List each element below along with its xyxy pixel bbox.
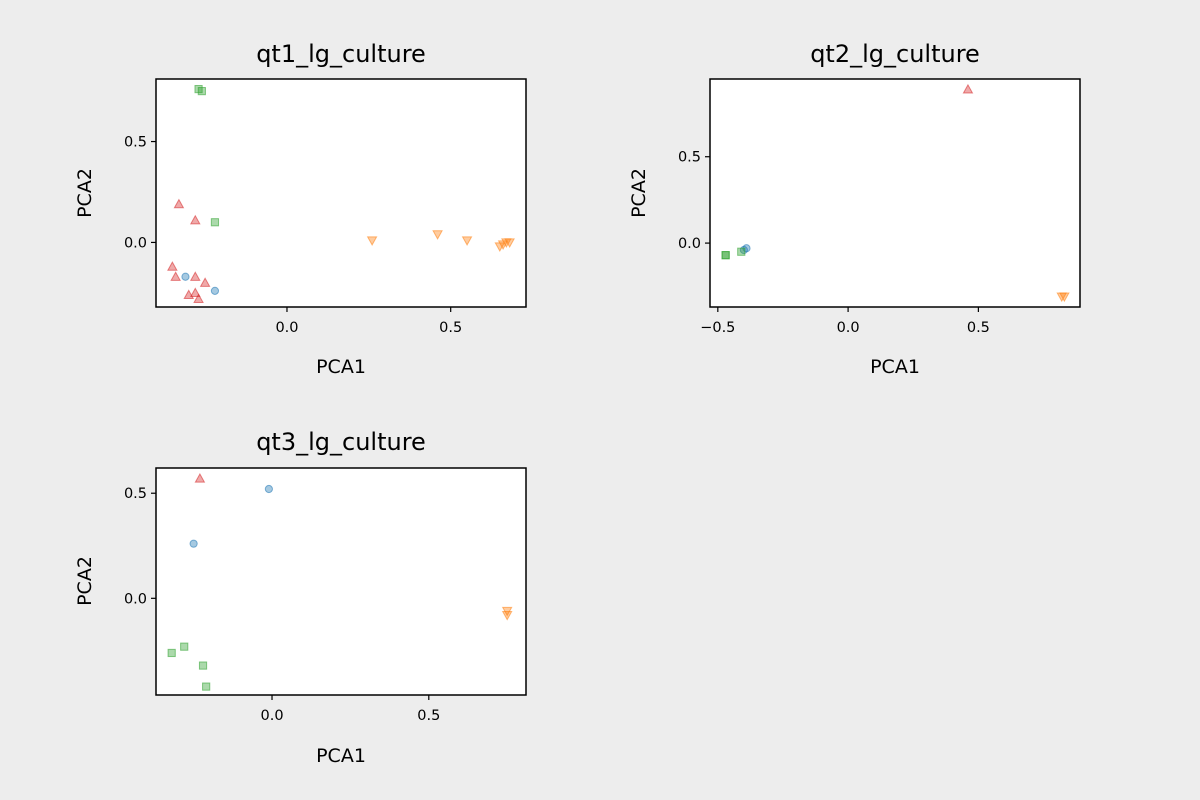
plot-frame — [155, 467, 527, 696]
ticks: 0.0 0.5 0.0 0.5 — [124, 486, 440, 724]
data-point-square-1 — [721, 251, 730, 260]
y-axis-label: PCA2 — [628, 168, 650, 218]
subplot-qt2: −0.5 0.0 0.5 0.0 0.5 qt2_lg_culture PCA1 PCA… — [628, 40, 1081, 378]
plot-frame — [155, 78, 527, 308]
data-point-triangle-up-1 — [189, 214, 201, 225]
y-tick-label: 0.5 — [124, 135, 147, 151]
data-point-triangle-down-1 — [501, 611, 513, 621]
plot-area — [156, 79, 526, 307]
y-tick-label: 0.0 — [124, 235, 147, 251]
data-point-triangle-up-7 — [183, 289, 195, 299]
data-point-triangle-up-0 — [194, 472, 206, 483]
data-point-square-1 — [167, 648, 176, 658]
data-point-circle-0 — [264, 484, 273, 494]
marks — [167, 84, 515, 304]
data-point-square-2 — [737, 247, 746, 256]
data-point-triangle-up-5 — [199, 277, 211, 287]
y-axis-label: PCA2 — [74, 168, 96, 218]
data-point-triangle-down-1 — [432, 230, 443, 240]
data-point-triangle-up-2 — [167, 261, 178, 271]
data-point-square-1 — [197, 87, 206, 96]
data-point-square-3 — [202, 682, 211, 691]
x-tick-label: 0.5 — [417, 708, 440, 724]
ticks: 0.0 0.5 0.0 0.5 — [124, 135, 462, 336]
data-point-triangle-down-1 — [1059, 292, 1070, 303]
chart-title: qt2_lg_culture — [810, 40, 980, 68]
y-axis-label: PCA2 — [74, 556, 96, 606]
data-point-triangle-down-0 — [366, 236, 378, 246]
data-point-triangle-up-6 — [189, 287, 201, 297]
x-axis-label: PCA1 — [316, 745, 366, 767]
chart-title: qt1_lg_culture — [256, 40, 426, 68]
chart-title: qt3_lg_culture — [256, 428, 426, 456]
x-tick-label: 0.0 — [837, 320, 860, 336]
x-tick-label: 0.0 — [260, 708, 283, 724]
y-tick-label: 0.5 — [678, 150, 701, 166]
data-point-triangle-down-6 — [504, 238, 515, 248]
plot-area — [710, 79, 1080, 307]
data-point-triangle-up-0 — [173, 198, 185, 209]
plot-area — [156, 468, 526, 695]
data-point-circle-1 — [189, 539, 198, 548]
y-tick-label: 0.0 — [678, 236, 701, 252]
x-tick-label: 0.5 — [439, 320, 462, 336]
data-point-triangle-up-4 — [189, 271, 201, 281]
x-tick-label: 0.0 — [275, 320, 298, 336]
plot-frame — [709, 78, 1081, 308]
data-point-triangle-up-0 — [962, 83, 974, 94]
y-tick-label: 0.0 — [124, 591, 147, 607]
ticks: −0.5 0.0 0.5 0.0 0.5 — [678, 150, 990, 336]
data-point-circle-1 — [210, 286, 220, 295]
subplot-qt1: 0.0 0.5 0.0 0.5 qt1_lg_culture PCA1 PCA2 — [74, 40, 527, 378]
data-point-circle-0 — [181, 272, 190, 281]
subplot-qt3: 0.0 0.5 0.0 0.5 qt3_lg_culture PCA1 PCA2 — [74, 428, 527, 767]
y-tick-label: 0.5 — [124, 486, 147, 502]
x-tick-label: −0.5 — [700, 320, 735, 336]
marks — [721, 83, 1070, 303]
x-axis-label: PCA1 — [870, 356, 920, 378]
data-point-triangle-up-8 — [193, 293, 204, 304]
marks — [167, 472, 513, 691]
data-point-square-0 — [180, 642, 189, 651]
x-axis-label: PCA1 — [316, 356, 366, 378]
data-point-triangle-up-3 — [170, 271, 181, 281]
data-point-square-2 — [210, 218, 220, 227]
data-point-square-2 — [198, 661, 208, 670]
data-point-triangle-down-2 — [461, 236, 473, 246]
x-tick-label: 0.5 — [967, 320, 990, 336]
